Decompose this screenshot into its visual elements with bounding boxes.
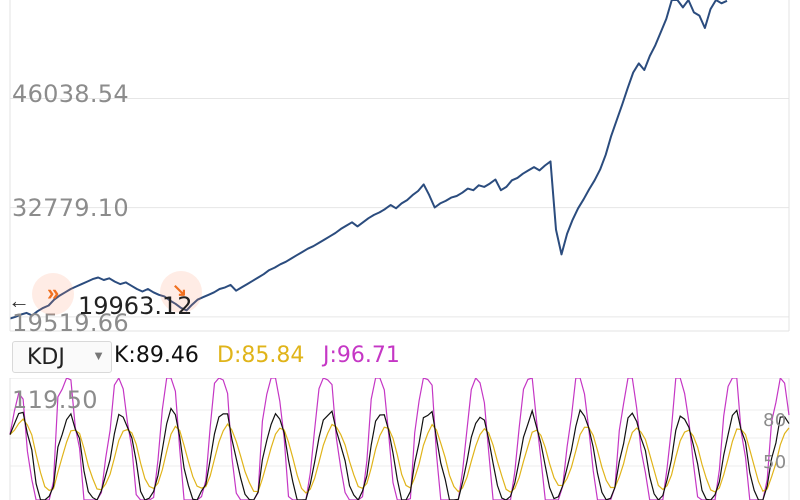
min-price-callout: 19963.12	[78, 292, 193, 320]
price-gridlines	[10, 97, 789, 318]
kdj-right-label: 80	[763, 410, 787, 431]
chevron-down-icon: ▼	[92, 348, 105, 363]
right-marker-halo	[160, 271, 202, 313]
k-series-line	[9, 407, 790, 500]
kdj-right-label: 50	[763, 452, 787, 473]
down-right-arrow-icon[interactable]: ↘	[172, 280, 188, 300]
d-value: D:85.84	[217, 343, 305, 368]
indicator-selector[interactable]: KDJ ▼	[12, 341, 112, 373]
price-series-line	[9, 0, 728, 320]
d-series-line	[9, 418, 790, 494]
k-value: K:89.46	[114, 343, 199, 368]
indicator-selector-label: KDJ	[27, 344, 65, 370]
indicator-header: KDJ ▼ K:89.46 D:85.84 J:96.71	[0, 335, 800, 377]
left-marker-halo	[32, 273, 74, 315]
left-arrow-icon: ←	[8, 288, 30, 313]
kdj-top-label: 119.50	[12, 386, 98, 414]
y-tick-label: 46038.54	[12, 80, 129, 108]
j-series-line	[9, 378, 790, 500]
double-chevron-icon[interactable]: »	[47, 280, 60, 305]
kdj-chart-panel	[9, 378, 790, 500]
y-tick-label: 32779.10	[12, 194, 129, 222]
price-chart-panel	[9, 0, 790, 332]
j-value: J:96.71	[323, 343, 400, 368]
y-tick-label: 19519.66	[12, 309, 129, 337]
